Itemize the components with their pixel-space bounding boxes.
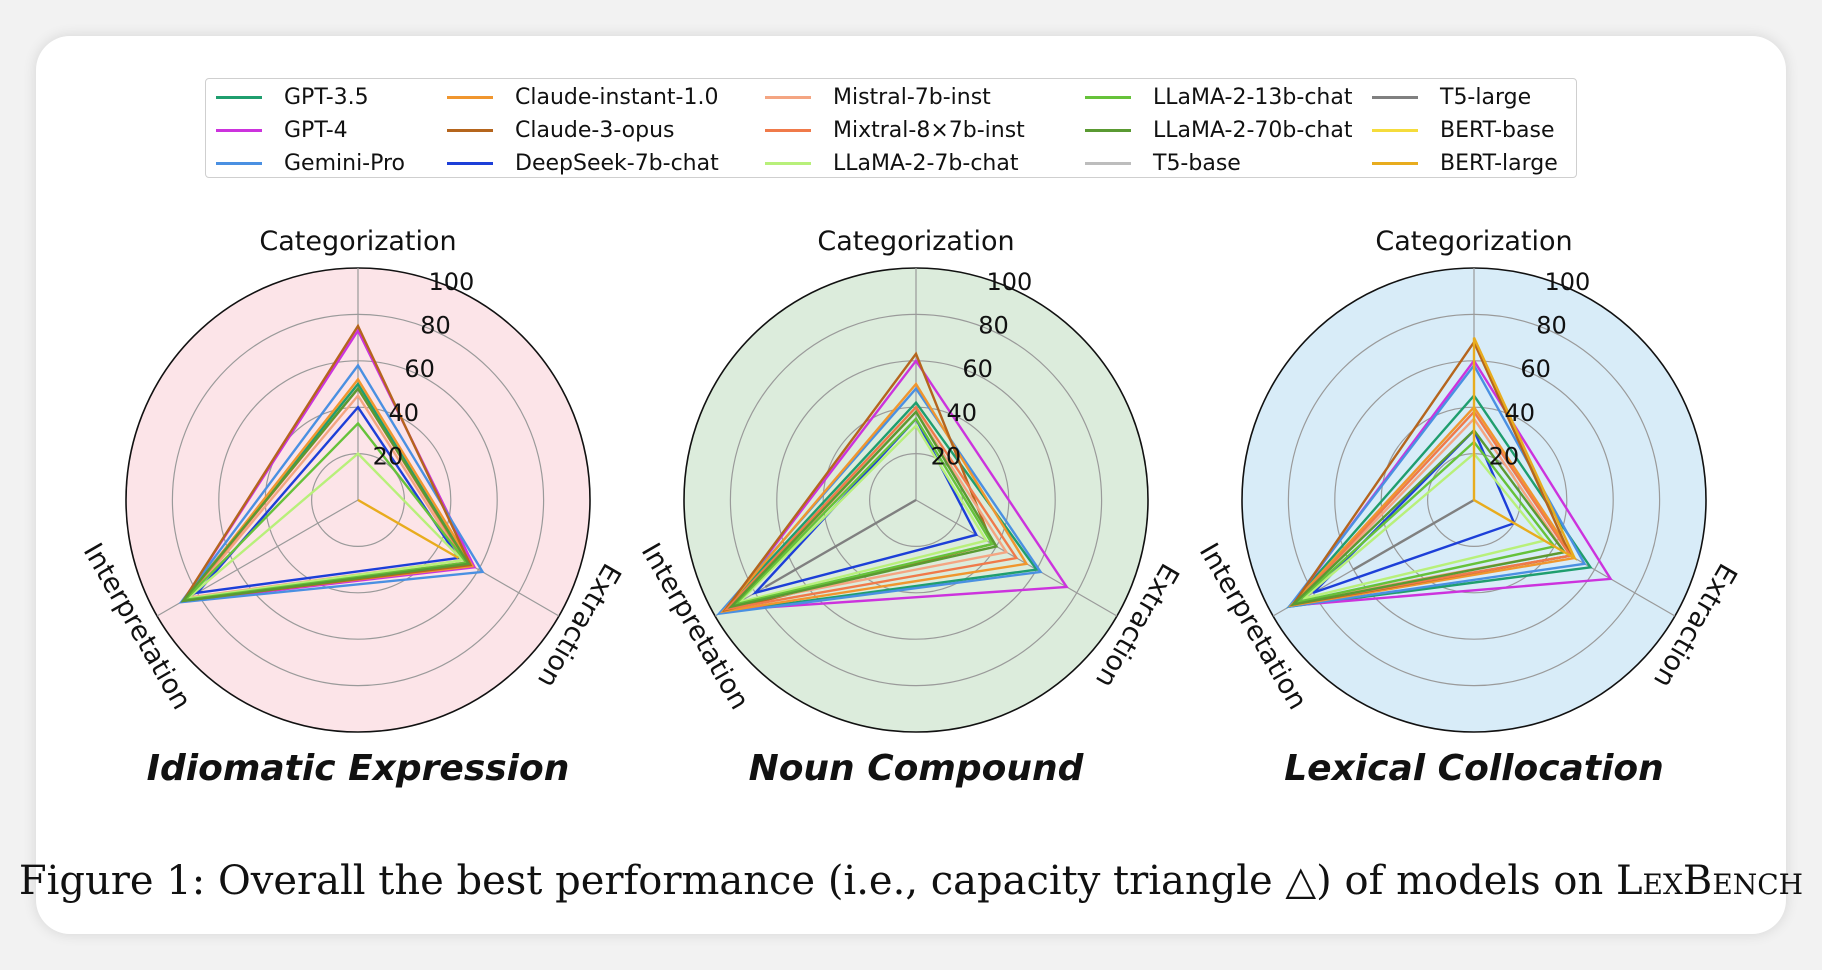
r-tick-label: 60 bbox=[1520, 355, 1551, 383]
legend-label: Claude-3-opus bbox=[515, 117, 675, 143]
legend-label: GPT-4 bbox=[284, 117, 348, 143]
axis-label-categorization: Categorization bbox=[259, 226, 456, 257]
legend-item: GPT-4 bbox=[216, 115, 348, 145]
legend-label: LLaMA-2-70b-chat bbox=[1153, 117, 1353, 143]
series-triangle bbox=[1472, 337, 1578, 561]
radar-chart: 20406080100CategorizationExtractionInter… bbox=[635, 226, 1185, 789]
legend-item: Mistral-7b-inst bbox=[765, 82, 991, 112]
legend-label: Mixtral-8×7b-inst bbox=[833, 117, 1025, 143]
chart-title: Noun Compound bbox=[749, 748, 1085, 789]
r-tick-label: 20 bbox=[1489, 442, 1520, 470]
series-triangle bbox=[1352, 498, 1475, 571]
legend-label: LLaMA-2-7b-chat bbox=[833, 150, 1019, 176]
legend-swatch bbox=[765, 128, 811, 132]
legend-swatch bbox=[765, 161, 811, 165]
legend-item: BERT-large bbox=[1372, 148, 1558, 178]
legend-item: LLaMA-2-13b-chat bbox=[1085, 82, 1352, 112]
series-triangle bbox=[194, 405, 461, 595]
series-triangle bbox=[1291, 409, 1573, 605]
legend-label: DeepSeek-7b-chat bbox=[515, 150, 719, 176]
series-triangle bbox=[183, 451, 466, 601]
legend-label: Gemini-Pro bbox=[284, 150, 406, 176]
series-triangle bbox=[1286, 393, 1593, 609]
r-tick-label: 80 bbox=[420, 312, 451, 340]
r-tick-label: 100 bbox=[1544, 268, 1590, 296]
r-tick-label: 40 bbox=[388, 399, 419, 427]
legend-swatch bbox=[216, 95, 262, 99]
legend-label: BERT-base bbox=[1440, 117, 1555, 143]
series-triangle bbox=[178, 363, 485, 604]
legend-swatch bbox=[1372, 95, 1418, 99]
caption-text: Figure 1: Overall the best performance (… bbox=[18, 858, 1616, 904]
legend-swatch bbox=[447, 128, 493, 132]
figure-caption: Figure 1: Overall the best performance (… bbox=[0, 858, 1822, 904]
legend-label: T5-base bbox=[1153, 150, 1241, 176]
legend-item: BERT-base bbox=[1372, 115, 1554, 145]
radar-chart: 20406080100CategorizationExtractionInter… bbox=[1193, 226, 1743, 789]
chart-title: Idiomatic Expression bbox=[147, 748, 570, 789]
legend-item: T5-large bbox=[1372, 82, 1531, 112]
r-tick-label: 80 bbox=[1536, 312, 1567, 340]
r-tick-label: 20 bbox=[931, 442, 962, 470]
radar-chart: 20406080100CategorizationExtractionInter… bbox=[77, 226, 627, 789]
axis-label-categorization: Categorization bbox=[1375, 226, 1572, 257]
series-triangle bbox=[731, 416, 995, 607]
legend-item: Claude-3-opus bbox=[447, 115, 675, 145]
series-triangle bbox=[722, 358, 1069, 612]
r-tick-label: 60 bbox=[962, 355, 993, 383]
legend-label: BERT-large bbox=[1440, 150, 1558, 176]
legend-swatch bbox=[765, 95, 811, 99]
series-triangle bbox=[1287, 405, 1577, 608]
series-triangle bbox=[717, 400, 1039, 615]
legend-item: LLaMA-2-70b-chat bbox=[1085, 115, 1352, 145]
legend-item: Gemini-Pro bbox=[216, 148, 405, 178]
legend: GPT-3.5 GPT-4 Gemini-Pro Claude-instant-1.0… bbox=[205, 78, 1577, 178]
r-tick-label: 40 bbox=[1504, 399, 1535, 427]
r-tick-label: 100 bbox=[986, 268, 1032, 296]
axis-label-categorization: Categorization bbox=[817, 226, 1014, 257]
legend-swatch bbox=[447, 95, 493, 99]
legend-swatch bbox=[216, 161, 262, 165]
benchmark-name: LexBench bbox=[1615, 858, 1804, 904]
r-tick-label: 80 bbox=[978, 312, 1009, 340]
r-tick-label: 20 bbox=[373, 442, 404, 470]
legend-label: Claude-instant-1.0 bbox=[515, 84, 719, 110]
legend-swatch bbox=[447, 161, 493, 165]
series-triangle bbox=[727, 409, 999, 609]
legend-label: GPT-3.5 bbox=[284, 84, 369, 110]
series-triangle bbox=[1302, 451, 1547, 600]
series-triangle bbox=[723, 405, 1019, 611]
legend-swatch bbox=[1372, 161, 1418, 165]
legend-swatch bbox=[1085, 128, 1131, 132]
legend-swatch bbox=[1085, 95, 1131, 99]
legend-swatch bbox=[216, 128, 262, 132]
series-triangle bbox=[720, 381, 1029, 614]
legend-label: LLaMA-2-13b-chat bbox=[1153, 84, 1353, 110]
legend-swatch bbox=[1085, 161, 1131, 165]
series-triangle bbox=[1293, 440, 1557, 605]
legend-label: T5-large bbox=[1440, 84, 1532, 110]
series-triangle bbox=[180, 386, 471, 603]
series-triangle bbox=[764, 498, 917, 589]
series-triangle bbox=[735, 423, 989, 605]
chart-title: Lexical Collocation bbox=[1284, 748, 1664, 789]
legend-item: Mixtral-8×7b-inst bbox=[765, 115, 1025, 145]
legend-item: Claude-instant-1.0 bbox=[447, 82, 718, 112]
r-tick-label: 60 bbox=[404, 355, 435, 383]
legend-item: T5-base bbox=[1085, 148, 1241, 178]
legend-label: Mistral-7b-inst bbox=[833, 84, 991, 110]
legend-item: GPT-3.5 bbox=[216, 82, 369, 112]
r-tick-label: 100 bbox=[428, 268, 474, 296]
legend-swatch bbox=[1372, 128, 1418, 132]
series-triangle bbox=[1289, 428, 1567, 607]
legend-item: DeepSeek-7b-chat bbox=[447, 148, 719, 178]
legend-item: LLaMA-2-7b-chat bbox=[765, 148, 1018, 178]
r-tick-label: 40 bbox=[946, 399, 977, 427]
series-triangle bbox=[357, 498, 460, 560]
